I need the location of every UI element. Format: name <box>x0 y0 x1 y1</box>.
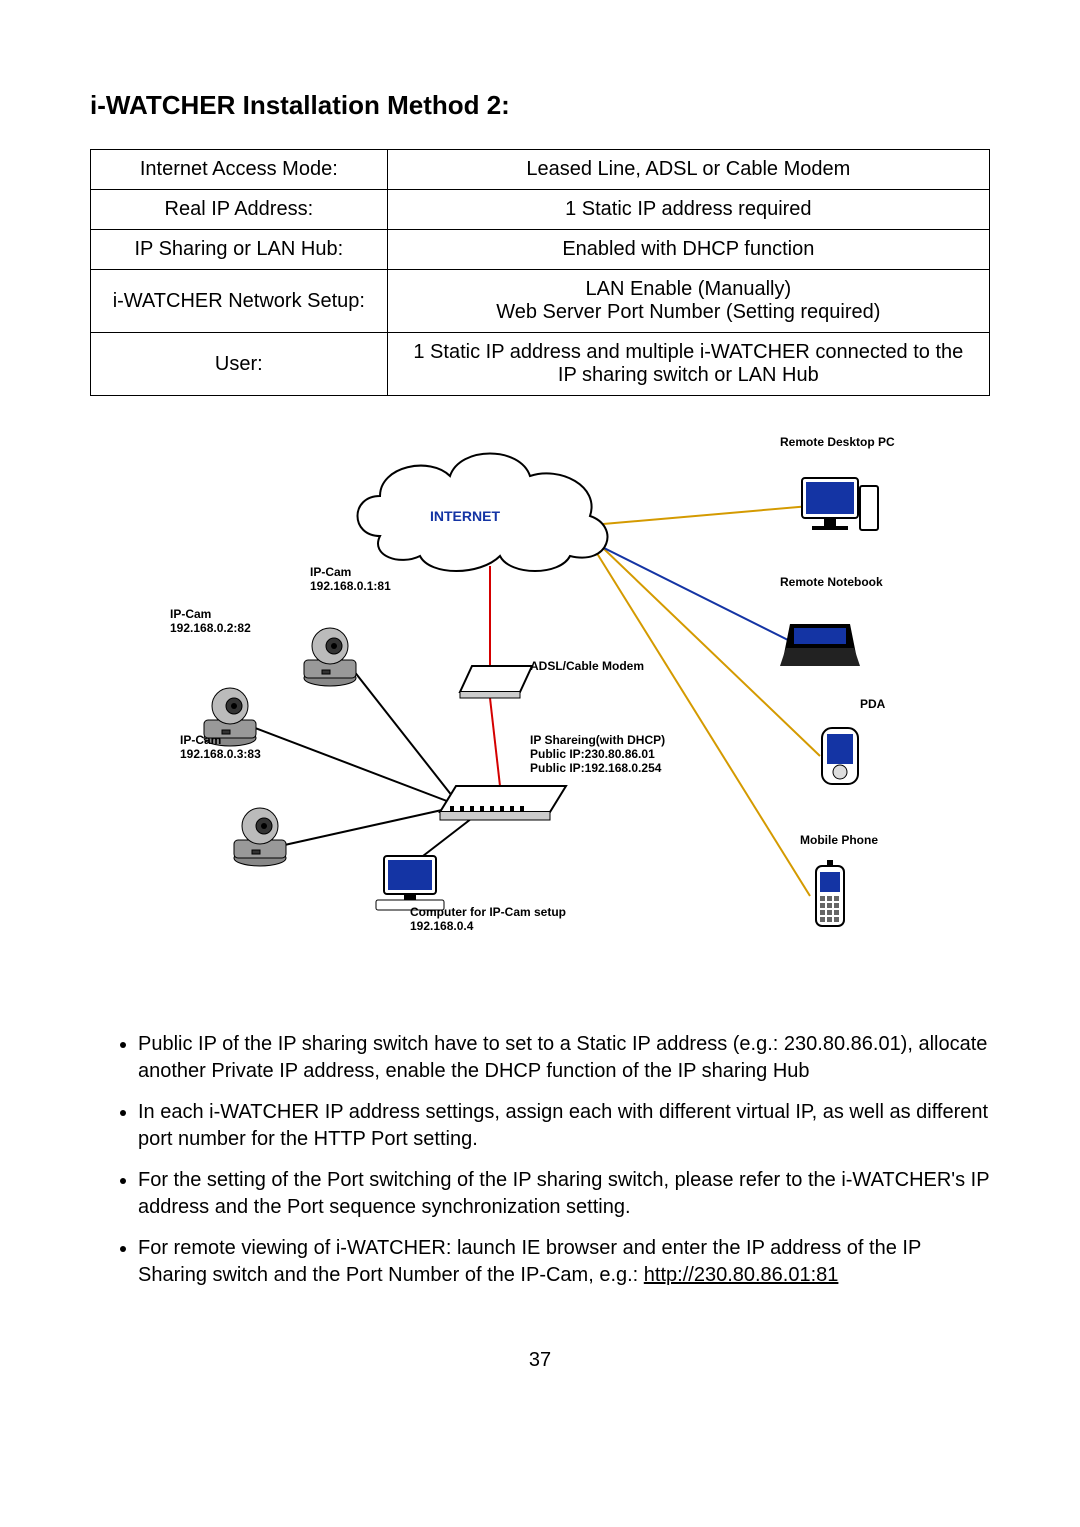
table-value: Leased Line, ADSL or Cable Modem <box>387 150 989 190</box>
table-value: Enabled with DHCP function <box>387 230 989 270</box>
svg-text:192.168.0.4: 192.168.0.4 <box>410 919 474 933</box>
page-number: 37 <box>90 1349 990 1372</box>
table-label: IP Sharing or LAN Hub: <box>91 230 388 270</box>
svg-text:Computer for IP-Cam setup: Computer for IP-Cam setup <box>410 905 566 919</box>
svg-text:IP-Cam: IP-Cam <box>310 565 351 579</box>
notes-list: Public IP of the IP sharing switch have … <box>90 1031 990 1289</box>
svg-text:ADSL/Cable Modem: ADSL/Cable Modem <box>530 659 644 673</box>
table-row: Internet Access Mode:Leased Line, ADSL o… <box>91 150 990 190</box>
svg-text:Remote Notebook: Remote Notebook <box>780 575 883 589</box>
table-label: User: <box>91 333 388 396</box>
svg-text:PDA: PDA <box>860 697 886 711</box>
svg-text:IP-Cam: IP-Cam <box>180 733 221 747</box>
table-label: Real IP Address: <box>91 190 388 230</box>
svg-text:192.168.0.2:82: 192.168.0.2:82 <box>170 621 251 635</box>
svg-text:Mobile Phone: Mobile Phone <box>800 833 878 847</box>
table-value: LAN Enable (Manually)Web Server Port Num… <box>387 270 989 333</box>
table-row: Real IP Address:1 Static IP address requ… <box>91 190 990 230</box>
svg-text:IP Shareing(with DHCP): IP Shareing(with DHCP) <box>530 733 665 747</box>
list-item: For remote viewing of i-WATCHER: launch … <box>138 1235 990 1289</box>
list-item: For the setting of the Port switching of… <box>138 1167 990 1221</box>
list-item: Public IP of the IP sharing switch have … <box>138 1031 990 1085</box>
svg-text:192.168.0.1:81: 192.168.0.1:81 <box>310 579 391 593</box>
table-row: User:1 Static IP address and multiple i-… <box>91 333 990 396</box>
svg-text:Public IP:230.80.86.01: Public IP:230.80.86.01 <box>530 747 655 761</box>
svg-text:INTERNET: INTERNET <box>430 508 500 524</box>
table-label: Internet Access Mode: <box>91 150 388 190</box>
example-url-link[interactable]: http://230.80.86.01:81 <box>644 1264 839 1286</box>
table-value: 1 Static IP address required <box>387 190 989 230</box>
table-row: IP Sharing or LAN Hub:Enabled with DHCP … <box>91 230 990 270</box>
network-diagram: INTERNET ADSL/Cable Modem IP Shareing(with… <box>160 426 920 991</box>
spec-table: Internet Access Mode:Leased Line, ADSL o… <box>90 149 990 396</box>
svg-text:Remote Desktop PC: Remote Desktop PC <box>780 435 895 449</box>
page-heading: i-WATCHER Installation Method 2: <box>90 90 990 121</box>
table-value: 1 Static IP address and multiple i-WATCH… <box>387 333 989 396</box>
table-row: i-WATCHER Network Setup:LAN Enable (Manu… <box>91 270 990 333</box>
svg-text:IP-Cam: IP-Cam <box>170 607 211 621</box>
list-item: In each i-WATCHER IP address settings, a… <box>138 1099 990 1153</box>
svg-text:192.168.0.3:83: 192.168.0.3:83 <box>180 747 261 761</box>
svg-text:Public IP:192.168.0.254: Public IP:192.168.0.254 <box>530 761 662 775</box>
table-label: i-WATCHER Network Setup: <box>91 270 388 333</box>
